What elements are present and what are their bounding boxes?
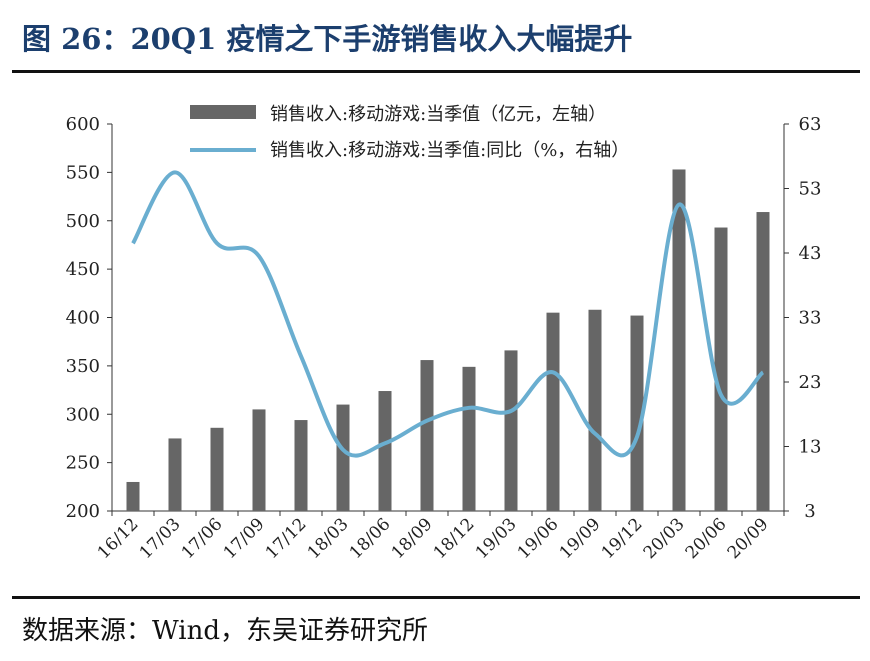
left-axis-tick-label: 300 [66,404,100,425]
right-axis-tick-label: 3 [804,501,815,522]
bar [210,427,224,511]
x-axis-tick-label: 17/12 [262,514,311,563]
left-axis-tick-label: 350 [66,356,100,377]
x-axis-tick-label: 17/03 [136,514,185,563]
bar [126,481,140,511]
legend-bar-label: 销售收入:移动游戏:当季值（亿元，左轴） [270,104,606,125]
left-axis-tick-label: 600 [66,114,100,135]
bar [588,309,602,511]
x-axis-tick-label: 20/06 [682,514,731,563]
bar [462,366,476,511]
left-axis-tick-label: 250 [66,453,100,474]
bar [336,404,350,511]
bar [504,350,518,511]
x-axis-tick-label: 19/12 [598,514,647,563]
right-axis-tick-label: 33 [799,308,822,329]
x-axis-tick-label: 16/12 [94,514,143,563]
right-axis-tick-label: 63 [799,114,822,135]
x-axis-tick-label: 17/09 [220,514,269,563]
legend-line-label: 销售收入:移动游戏:当季值:同比（%，右轴） [270,140,629,161]
x-axis-tick-label: 18/03 [304,514,353,563]
bar [378,391,392,511]
bar [630,315,644,511]
chart-title: 图 26：20Q1 疫情之下手游销售收入大幅提升 [22,22,633,56]
x-axis-tick-label: 20/09 [724,514,773,563]
left-axis-tick-label: 500 [66,211,100,232]
x-axis-tick-label: 17/06 [178,514,227,563]
bar [168,438,182,511]
source-note: 数据来源：Wind，东吴证券研究所 [22,616,428,646]
x-axis-tick-label: 20/03 [640,514,689,563]
bar [672,169,686,511]
yoy-line [131,170,765,458]
x-axis-tick-label: 19/09 [556,514,605,563]
x-axis-tick-label: 19/03 [472,514,521,563]
left-axis-tick-label: 450 [66,259,100,280]
left-axis-tick-label: 200 [66,501,100,522]
bar [756,212,770,512]
bar [714,227,728,511]
bar [546,312,560,511]
bar [252,409,266,511]
left-axis-tick-label: 400 [66,308,100,329]
left-axis-tick-label: 550 [66,162,100,183]
footer-divider [12,596,860,599]
bar [420,360,434,511]
title-divider [12,70,860,73]
legend-bar-swatch [190,105,256,119]
x-axis-tick-label: 18/12 [430,514,479,563]
bar [294,420,308,511]
x-axis-tick-label: 18/06 [346,514,395,563]
x-axis-tick-label: 19/06 [514,514,563,563]
right-axis-tick-label: 53 [799,179,822,200]
chart: 200 250 300 350 400 450 500 550 600 3 13 23 33 43 53 63… [66,104,822,563]
x-axis-tick-label: 18/09 [388,514,437,563]
right-axis-tick-label: 43 [799,243,822,264]
right-axis-tick-label: 13 [799,437,822,458]
right-axis-tick-label: 23 [799,372,822,393]
